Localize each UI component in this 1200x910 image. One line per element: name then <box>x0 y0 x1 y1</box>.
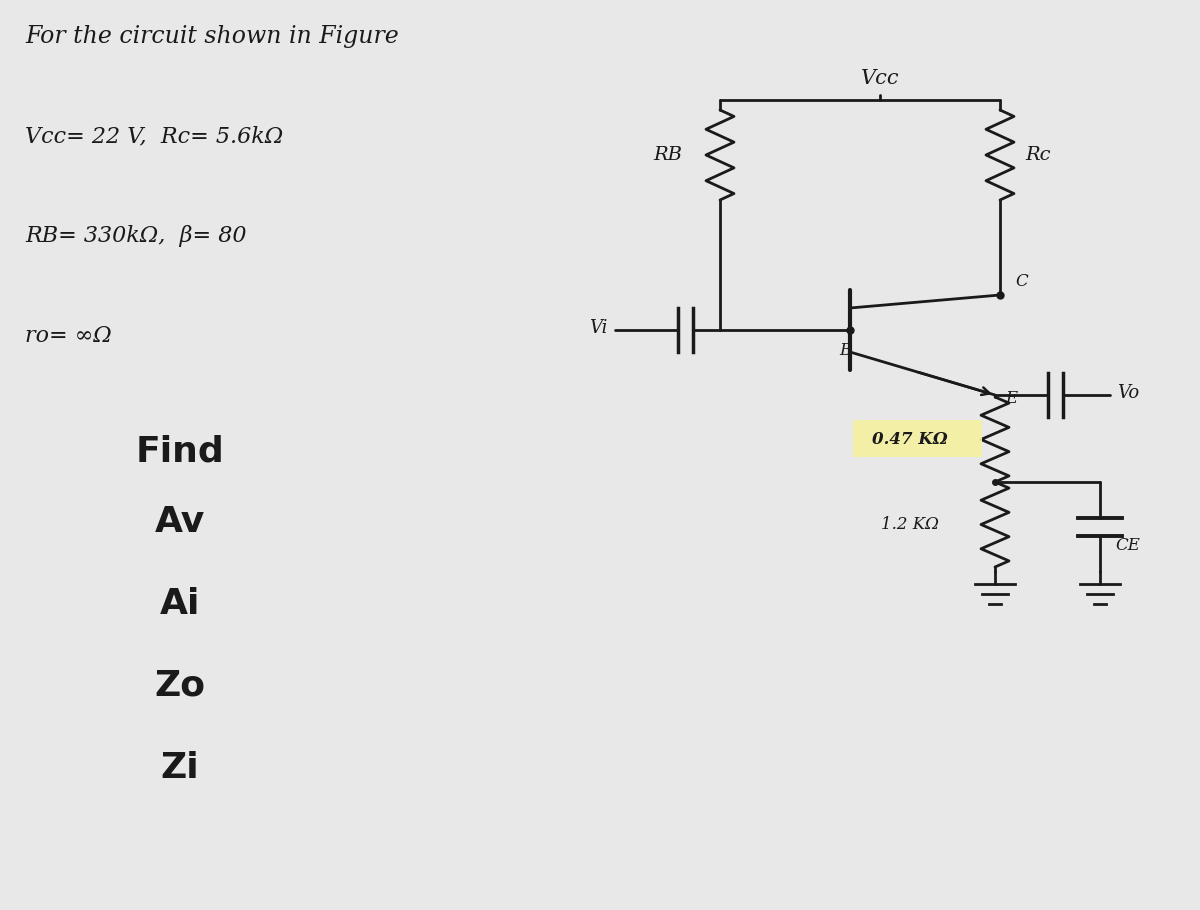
Text: Find: Find <box>136 435 224 469</box>
Text: E: E <box>1004 390 1018 407</box>
Text: C: C <box>1015 273 1027 290</box>
Text: Vo: Vo <box>1117 384 1139 402</box>
Text: CE: CE <box>1115 537 1140 554</box>
FancyBboxPatch shape <box>853 420 982 458</box>
Text: 1.2 KΩ: 1.2 KΩ <box>881 516 938 533</box>
Text: Vi: Vi <box>589 319 607 337</box>
Text: ro= ∞Ω: ro= ∞Ω <box>25 325 112 347</box>
Text: Ai: Ai <box>160 587 200 621</box>
Text: Zi: Zi <box>161 751 199 785</box>
Text: Rc: Rc <box>1025 146 1050 164</box>
Text: Av: Av <box>155 505 205 539</box>
Text: B: B <box>839 342 851 359</box>
Text: Zo: Zo <box>155 669 205 703</box>
Text: RB: RB <box>653 146 682 164</box>
Text: RB= 330kΩ,  β= 80: RB= 330kΩ, β= 80 <box>25 225 246 247</box>
Text: Vcc= 22 V,  Rc= 5.6kΩ: Vcc= 22 V, Rc= 5.6kΩ <box>25 125 283 147</box>
Text: Vcc: Vcc <box>860 69 899 88</box>
Text: For the circuit shown in Figure: For the circuit shown in Figure <box>25 25 398 48</box>
Text: 0.47 KΩ: 0.47 KΩ <box>872 431 948 448</box>
